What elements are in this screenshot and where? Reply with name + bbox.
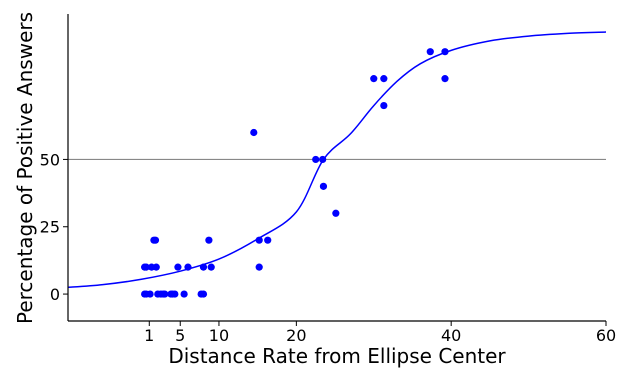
data-point xyxy=(380,101,388,110)
data-point xyxy=(332,209,340,217)
data-point xyxy=(207,263,215,271)
data-point xyxy=(426,48,434,56)
y-tick-label: 25 xyxy=(40,218,60,237)
x-tick-label: 5 xyxy=(175,326,185,345)
data-point xyxy=(319,155,327,164)
data-point xyxy=(199,263,208,271)
x-tick-label: 60 xyxy=(596,326,616,345)
data-point xyxy=(255,236,263,244)
data-point xyxy=(199,290,208,298)
data-point xyxy=(205,236,213,244)
data-point xyxy=(264,236,272,244)
data-point xyxy=(180,290,188,298)
data-point xyxy=(255,263,263,271)
x-tick-label: 20 xyxy=(286,326,306,345)
data-point xyxy=(370,75,378,83)
logistic-fit-curve xyxy=(67,31,607,289)
data-point xyxy=(161,290,169,298)
data-point xyxy=(152,263,160,271)
data-point xyxy=(380,75,388,83)
x-tick-label: 10 xyxy=(209,326,229,345)
data-point xyxy=(171,290,179,298)
x-axis-label: Distance Rate from Ellipse Center xyxy=(168,344,506,368)
y-tick-label: 50 xyxy=(40,150,60,169)
data-point xyxy=(441,48,449,56)
data-point xyxy=(184,263,192,271)
data-point xyxy=(146,290,154,298)
data-point xyxy=(319,182,328,190)
data-point xyxy=(441,75,449,83)
x-tick-label: 1 xyxy=(144,326,154,345)
data-point xyxy=(312,155,320,164)
data-point xyxy=(250,128,258,137)
data-point xyxy=(151,236,160,244)
y-tick-label: 0 xyxy=(50,285,60,304)
x-tick-label: 40 xyxy=(441,326,461,345)
data-point xyxy=(174,263,182,271)
y-axis-label: Percentage of Positive Answers xyxy=(13,12,37,324)
data-point xyxy=(142,263,150,271)
